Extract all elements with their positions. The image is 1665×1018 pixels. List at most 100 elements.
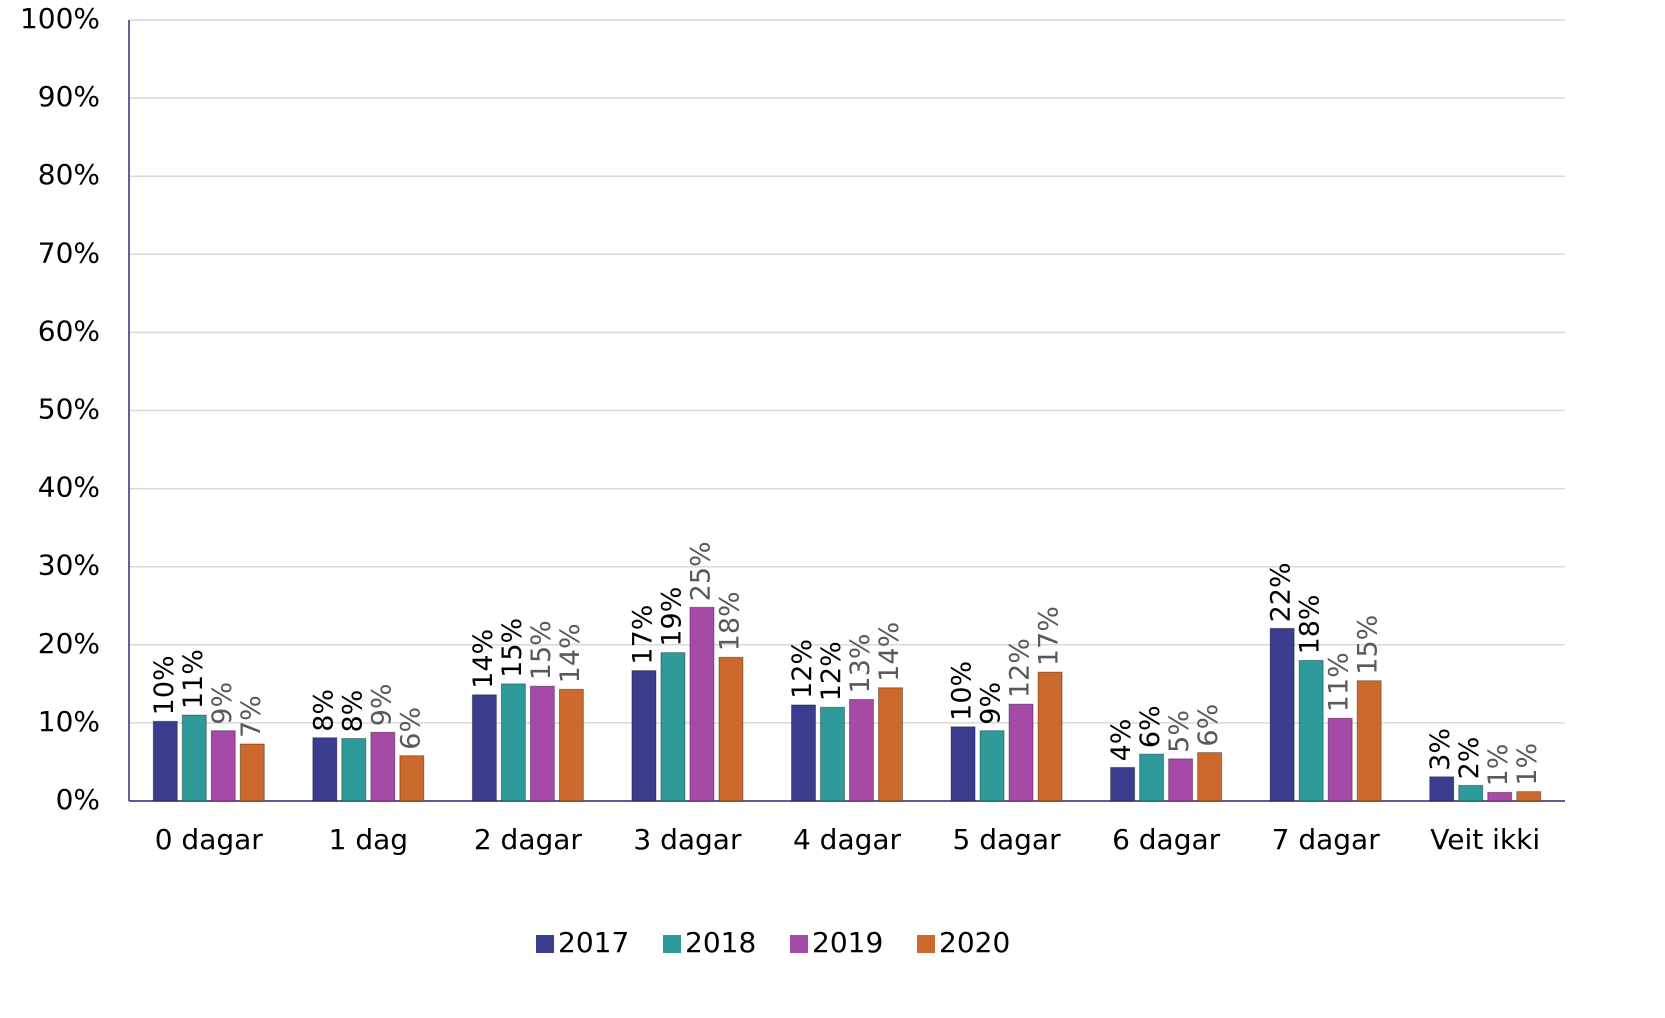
bar [1197, 752, 1223, 802]
data-label: 22% [1266, 562, 1297, 622]
data-label: 11% [1324, 652, 1355, 712]
bar [1008, 703, 1034, 802]
bar [950, 726, 976, 802]
bar [1298, 659, 1324, 802]
bar [1139, 753, 1165, 802]
legend-swatch [663, 935, 681, 953]
bar [1458, 784, 1484, 802]
data-label: 13% [845, 633, 876, 693]
data-label: 12% [1005, 638, 1036, 698]
bar [979, 730, 1005, 802]
bar [849, 698, 874, 802]
x-tick-label: 0 dagar [155, 823, 264, 856]
bar [1110, 766, 1136, 802]
y-tick-label: 40% [38, 471, 100, 504]
bar [500, 683, 526, 802]
bar [631, 670, 657, 802]
legend-swatch [790, 935, 808, 953]
data-label: 8% [308, 689, 339, 732]
legend-label: 2020 [939, 926, 1010, 959]
bar [239, 743, 265, 802]
legend-swatch [917, 935, 935, 953]
data-label: 15% [1353, 615, 1384, 675]
bar [689, 606, 715, 802]
y-tick-label: 30% [38, 549, 100, 582]
bar [341, 738, 367, 802]
data-label: 11% [178, 649, 209, 709]
data-label: 10% [947, 661, 978, 721]
bar [1429, 776, 1455, 802]
data-label: 18% [1295, 594, 1326, 654]
data-label: 3% [1425, 728, 1456, 771]
y-tick-label: 100% [20, 2, 100, 35]
bar [1487, 791, 1513, 802]
bar [152, 720, 178, 802]
y-tick-label: 90% [38, 80, 100, 113]
data-label: 14% [468, 629, 499, 689]
data-label: 1% [1512, 743, 1543, 786]
legend-label: 2019 [812, 926, 883, 959]
x-tick-label: 2 dagar [474, 823, 583, 856]
bar [210, 730, 236, 802]
data-label: 12% [787, 639, 818, 699]
y-tick-label: 10% [38, 705, 100, 738]
bar [791, 704, 816, 802]
y-tick-label: 80% [38, 158, 100, 191]
bar [181, 714, 207, 802]
y-tick-label: 50% [38, 393, 100, 426]
x-tick-label: 1 dag [329, 823, 408, 856]
data-label: 6% [1193, 704, 1224, 747]
y-tick-label: 20% [38, 627, 100, 660]
data-label: 17% [627, 605, 658, 665]
x-tick-label: 4 dagar [793, 823, 902, 856]
data-label: 25% [685, 541, 716, 601]
bar [399, 755, 425, 802]
x-tick-label: 6 dagar [1112, 823, 1221, 856]
bar [878, 687, 903, 802]
bar [1168, 758, 1194, 802]
bar [312, 737, 338, 802]
y-tick-label: 0% [56, 783, 100, 816]
bar [471, 694, 497, 802]
data-label: 10% [149, 655, 180, 715]
x-tick-label: 7 dagar [1272, 823, 1381, 856]
data-label: 9% [207, 682, 238, 725]
y-tick-label: 60% [38, 314, 100, 347]
data-label: 14% [555, 623, 586, 683]
data-label: 15% [497, 618, 528, 678]
bar [1037, 671, 1063, 802]
data-label: 14% [874, 622, 905, 682]
legend-label: 2018 [685, 926, 756, 959]
legend-swatch [536, 935, 554, 953]
data-label: 15% [526, 620, 557, 680]
data-label: 7% [236, 695, 267, 738]
data-label: 4% [1106, 719, 1137, 762]
bar [1327, 717, 1353, 802]
bar [558, 688, 584, 802]
data-label: 6% [1135, 705, 1166, 748]
bar [718, 656, 744, 802]
bar [1356, 680, 1382, 802]
x-tick-label: 5 dagar [953, 823, 1062, 856]
bar [660, 652, 686, 802]
bar [529, 685, 555, 802]
bar [1269, 627, 1295, 802]
x-tick-label: 3 dagar [633, 823, 742, 856]
data-label: 18% [714, 591, 745, 651]
data-label: 5% [1164, 710, 1195, 753]
bar [370, 731, 396, 802]
data-label: 1% [1483, 744, 1514, 787]
bar [820, 706, 845, 802]
y-tick-label: 70% [38, 236, 100, 269]
data-label: 2% [1454, 737, 1485, 780]
data-label: 6% [395, 707, 426, 750]
data-label: 9% [976, 682, 1007, 725]
data-label: 8% [337, 690, 368, 733]
data-label: 9% [366, 683, 397, 726]
data-label: 12% [816, 641, 847, 701]
legend-label: 2017 [558, 926, 629, 959]
x-tick-label: Veit ikki [1430, 823, 1540, 856]
data-label: 19% [656, 587, 687, 647]
data-label: 17% [1034, 606, 1065, 666]
